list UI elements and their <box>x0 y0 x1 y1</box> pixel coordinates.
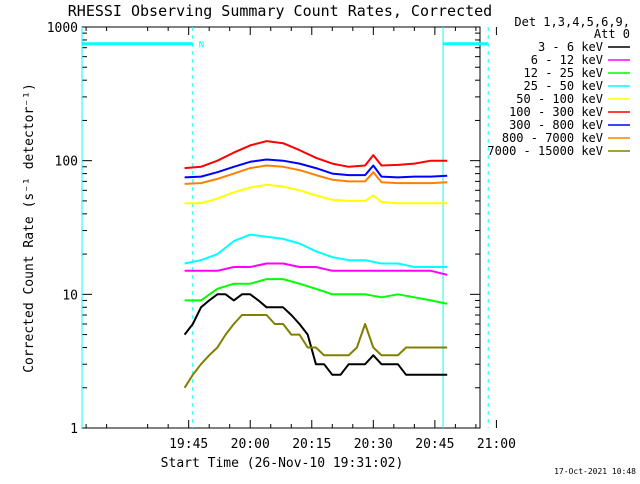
plot-frame <box>81 26 481 429</box>
series-line <box>184 140 448 170</box>
y-axis: 1 10 100 1000 <box>47 21 480 437</box>
footer-date: 17-Oct-2021 10:48 <box>554 467 636 476</box>
y-tick-label: 1 <box>70 422 78 437</box>
series-line <box>184 233 448 268</box>
series-line <box>183 293 448 376</box>
x-tick-label: 20:15 <box>292 437 331 452</box>
y-tick-label: 1000 <box>47 21 78 36</box>
y-tick-label: 100 <box>55 155 78 170</box>
legend-label: 300 - 800 keV <box>509 118 603 132</box>
x-axis-label: Start Time (26-Nov-10 19:31:02) <box>161 456 404 471</box>
legend-label: 100 - 300 keV <box>509 105 603 119</box>
series-line <box>184 262 448 276</box>
overlay-label: N <box>199 41 204 51</box>
x-tick-label: 21:00 <box>477 437 516 452</box>
series-layer <box>183 140 448 389</box>
legend-label: 7000 - 15000 keV <box>487 144 603 158</box>
legend-label: 50 - 100 keV <box>516 92 603 106</box>
x-tick-label: 20:00 <box>231 437 270 452</box>
x-axis: 19:45 20:00 20:15 20:30 20:45 21:00 <box>85 27 516 452</box>
legend-label: 12 - 25 keV <box>524 66 603 80</box>
x-tick-label: 20:30 <box>354 437 393 452</box>
legend-label: 800 - 7000 keV <box>502 131 603 145</box>
series-line <box>184 158 448 179</box>
overlay-layer: N <box>81 27 489 428</box>
x-tick-label: 19:45 <box>169 437 208 452</box>
y-axis-label: Corrected Count Rate (s⁻¹ detector⁻¹) <box>22 83 37 373</box>
legend-label: 6 - 12 keV <box>531 53 603 67</box>
legend-label: 25 - 50 keV <box>524 79 603 93</box>
series-line <box>184 278 448 305</box>
chart-title: RHESSI Observing Summary Count Rates, Co… <box>68 2 492 20</box>
legend-header-line-1: Det 1,3,4,5,6,9, <box>514 15 630 29</box>
legend-header-line-2: Att 0 <box>594 27 630 41</box>
series-line <box>184 183 448 205</box>
x-tick-label: 20:45 <box>415 437 454 452</box>
series-line <box>183 314 448 389</box>
y-tick-label: 10 <box>62 288 78 303</box>
series-line <box>184 164 448 185</box>
legend-label: 3 - 6 keV <box>538 40 603 54</box>
